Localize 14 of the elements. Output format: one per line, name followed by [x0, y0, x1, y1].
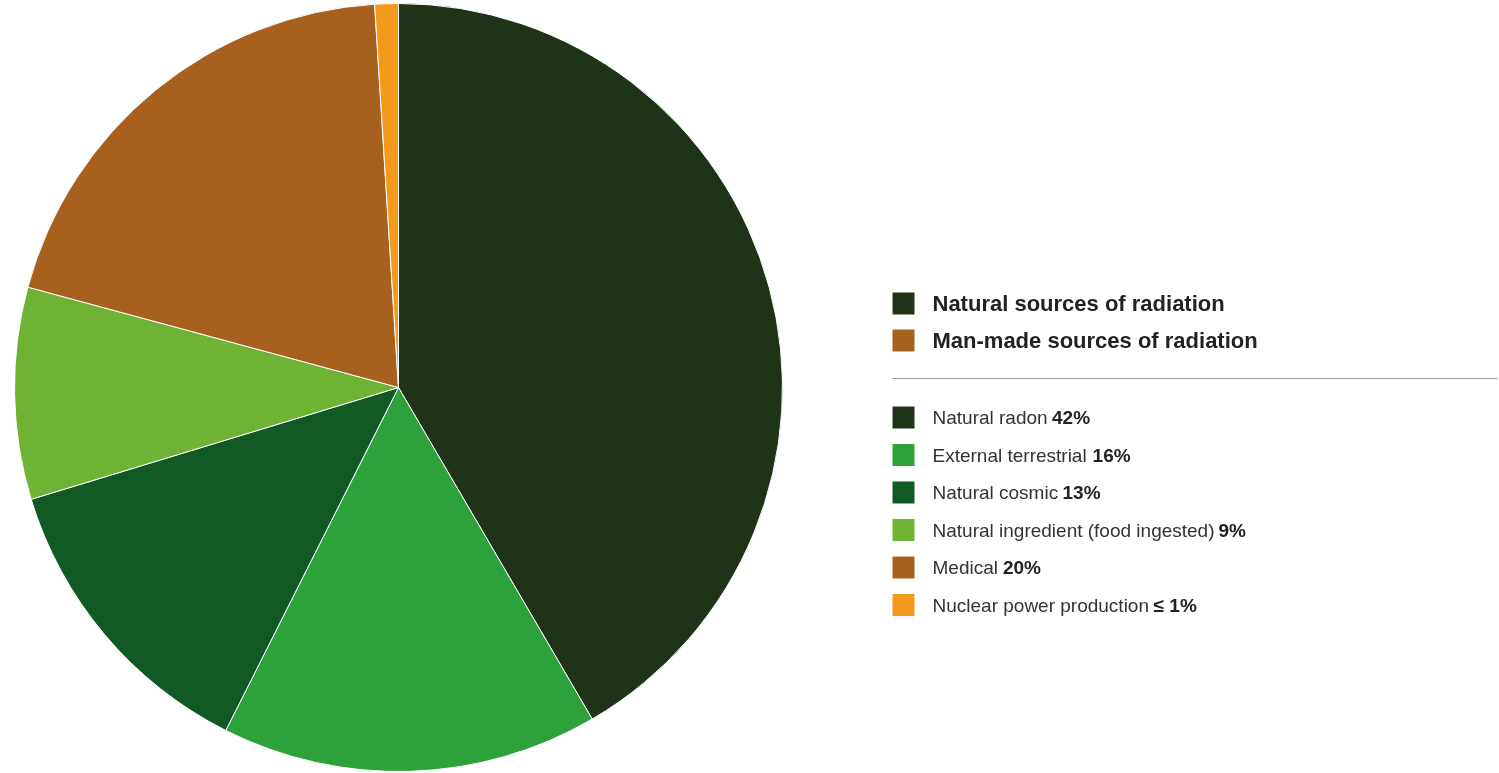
legend-label: Natural cosmic: [932, 482, 1059, 503]
data-label: 13%: [1062, 482, 1101, 503]
data-label: 42%: [1052, 407, 1091, 428]
legend-label: Natural radon: [932, 407, 1048, 428]
legend-label: Nuclear power production: [932, 594, 1150, 616]
legend-label: Natural ingredient (food ingested): [932, 519, 1215, 541]
data-label: 20%: [1002, 557, 1042, 578]
legend-label: External terrestrial: [932, 444, 1087, 466]
data-label: 16%: [1092, 444, 1131, 466]
legend-label: Medical: [932, 557, 998, 578]
data-label: 9%: [1218, 519, 1246, 541]
data-label: ≤ 1%: [1153, 594, 1197, 616]
text: Man-made sources of radiation: [932, 328, 1258, 353]
text: Natural sources of radiation: [932, 291, 1225, 316]
